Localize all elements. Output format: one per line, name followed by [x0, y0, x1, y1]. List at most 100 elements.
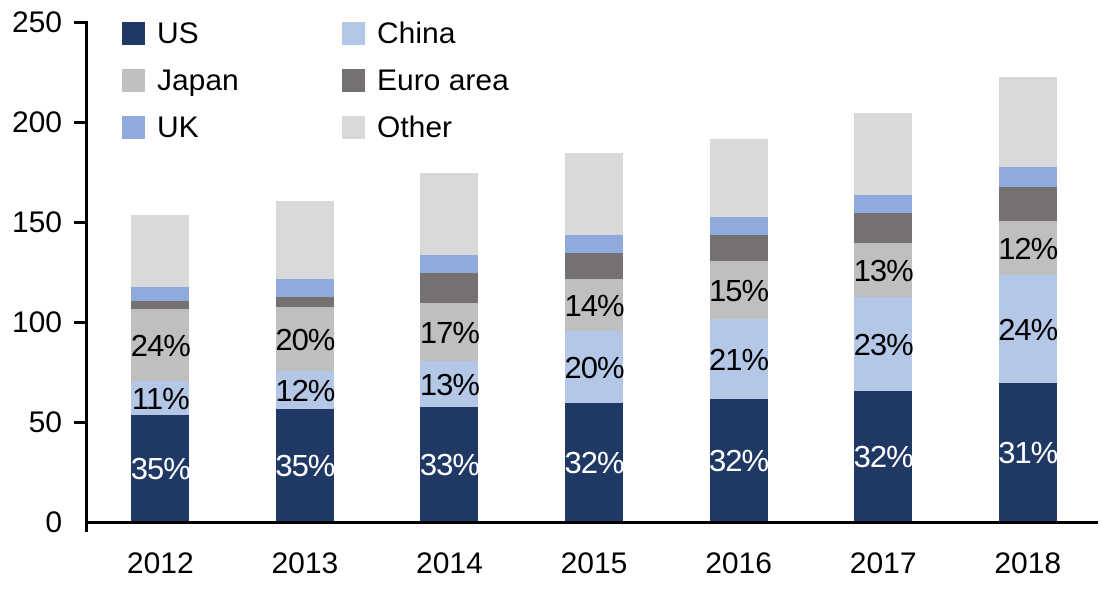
segment-data-label: 33%	[419, 446, 480, 482]
y-tick-mark	[74, 321, 88, 324]
legend-swatch-icon	[342, 69, 365, 92]
segment-japan: 20%	[275, 307, 335, 371]
segment-japan: 13%	[853, 243, 914, 297]
y-tick-label: 150	[11, 205, 62, 239]
axis-origin-tick	[85, 521, 88, 532]
segment-china: 23%	[853, 297, 914, 391]
legend-item-us: US	[122, 17, 342, 50]
segment-china: 11%	[131, 380, 190, 416]
segment-us: 32%	[564, 403, 625, 521]
segment-china: 21%	[709, 319, 769, 399]
segment-data-label: 15%	[709, 272, 769, 308]
segment-japan: 17%	[420, 303, 480, 361]
segment-data-label: 35%	[275, 447, 335, 483]
legend-swatch-icon	[342, 22, 365, 45]
legend-label: Japan	[157, 63, 239, 97]
segment-euro-area	[131, 301, 190, 309]
bar-2014: 17% 13% 33%	[419, 173, 480, 521]
legend-item-other: Other	[342, 111, 509, 144]
segment-data-label: 32%	[853, 438, 914, 474]
x-tick-label: 2014	[416, 547, 483, 580]
bar-2013: 20% 12% 35%	[275, 201, 335, 521]
segment-euro-area	[275, 297, 334, 307]
segment-japan: 24%	[130, 309, 191, 381]
bar-2016: 15% 21% 32%	[709, 139, 769, 521]
bar-2012: 24% 11% 35%	[130, 215, 191, 521]
segment-data-label: 13%	[419, 366, 480, 402]
segment-uk	[854, 195, 913, 213]
y-tick-label: 100	[11, 305, 62, 339]
segment-china: 20%	[564, 331, 625, 403]
segment-data-label: 14%	[564, 287, 624, 323]
x-tick-label: 2017	[849, 547, 917, 580]
x-tick-label: 2015	[560, 547, 628, 580]
chart-legend: US China Japan Euro area UK Other	[122, 17, 509, 144]
legend-item-japan: Japan	[122, 64, 342, 97]
legend-label: UK	[157, 110, 199, 144]
segment-data-label: 35%	[130, 450, 191, 486]
segment-euro-area	[565, 253, 623, 279]
segment-china: 12%	[275, 371, 335, 409]
segment-other	[709, 139, 768, 217]
segment-data-label: 24%	[130, 327, 191, 363]
segment-data-label: 32%	[564, 444, 624, 480]
legend-label: China	[377, 16, 456, 50]
segment-data-label: 21%	[709, 341, 769, 377]
segment-other	[131, 215, 190, 287]
bar-2018: 12% 24% 31%	[998, 77, 1058, 521]
segment-japan: 15%	[709, 261, 769, 319]
segment-other	[275, 201, 334, 279]
segment-data-label: 23%	[853, 326, 914, 362]
segment-us: 33%	[419, 407, 480, 521]
segment-us: 32%	[709, 399, 769, 521]
y-tick-label: 0	[45, 505, 62, 539]
bar-2015: 14% 20% 32%	[564, 153, 625, 521]
legend-item-euro-area: Euro area	[342, 64, 509, 97]
y-tick-label: 200	[11, 105, 62, 139]
bar-2017: 13% 23% 32%	[853, 113, 914, 521]
segment-uk	[275, 279, 334, 297]
segment-euro-area	[998, 187, 1057, 221]
segment-other	[565, 153, 623, 235]
legend-label: Other	[377, 110, 453, 144]
y-tick-mark	[74, 121, 88, 124]
segment-other	[854, 113, 913, 195]
segment-data-label: 20%	[275, 321, 335, 357]
segment-uk	[565, 235, 623, 253]
segment-euro-area	[420, 273, 479, 303]
segment-uk	[131, 287, 190, 301]
segment-us: 32%	[853, 391, 914, 521]
segment-other	[998, 77, 1057, 167]
legend-swatch-icon	[342, 116, 365, 139]
x-tick-label: 2013	[271, 547, 339, 580]
segment-data-label: 12%	[275, 372, 335, 408]
segment-japan: 14%	[564, 279, 625, 331]
segment-data-label: 24%	[998, 311, 1058, 347]
segment-data-label: 11%	[131, 380, 190, 416]
x-tick-label: 2016	[705, 547, 772, 580]
y-tick-mark	[74, 421, 88, 424]
segment-uk	[420, 255, 479, 273]
segment-us: 35%	[275, 409, 335, 521]
segment-uk	[709, 217, 768, 235]
segment-us: 35%	[130, 415, 191, 521]
segment-china: 13%	[419, 361, 480, 407]
y-tick-mark	[74, 21, 88, 24]
legend-swatch-icon	[122, 69, 145, 92]
x-tick-label: 2012	[126, 547, 194, 580]
x-tick-label: 2018	[994, 547, 1062, 580]
segment-data-label: 31%	[998, 434, 1058, 470]
x-axis-baseline	[85, 521, 1098, 524]
legend-label: US	[157, 16, 199, 50]
y-tick-mark	[74, 221, 88, 224]
legend-label: Euro area	[377, 63, 509, 97]
segment-data-label: 13%	[853, 252, 914, 288]
y-tick-label: 50	[28, 405, 62, 439]
legend-swatch-icon	[122, 22, 145, 45]
legend-item-china: China	[342, 17, 509, 50]
segment-us: 31%	[998, 383, 1058, 521]
legend-item-uk: UK	[122, 111, 342, 144]
segment-data-label: 32%	[709, 442, 769, 478]
legend-swatch-icon	[122, 116, 145, 139]
